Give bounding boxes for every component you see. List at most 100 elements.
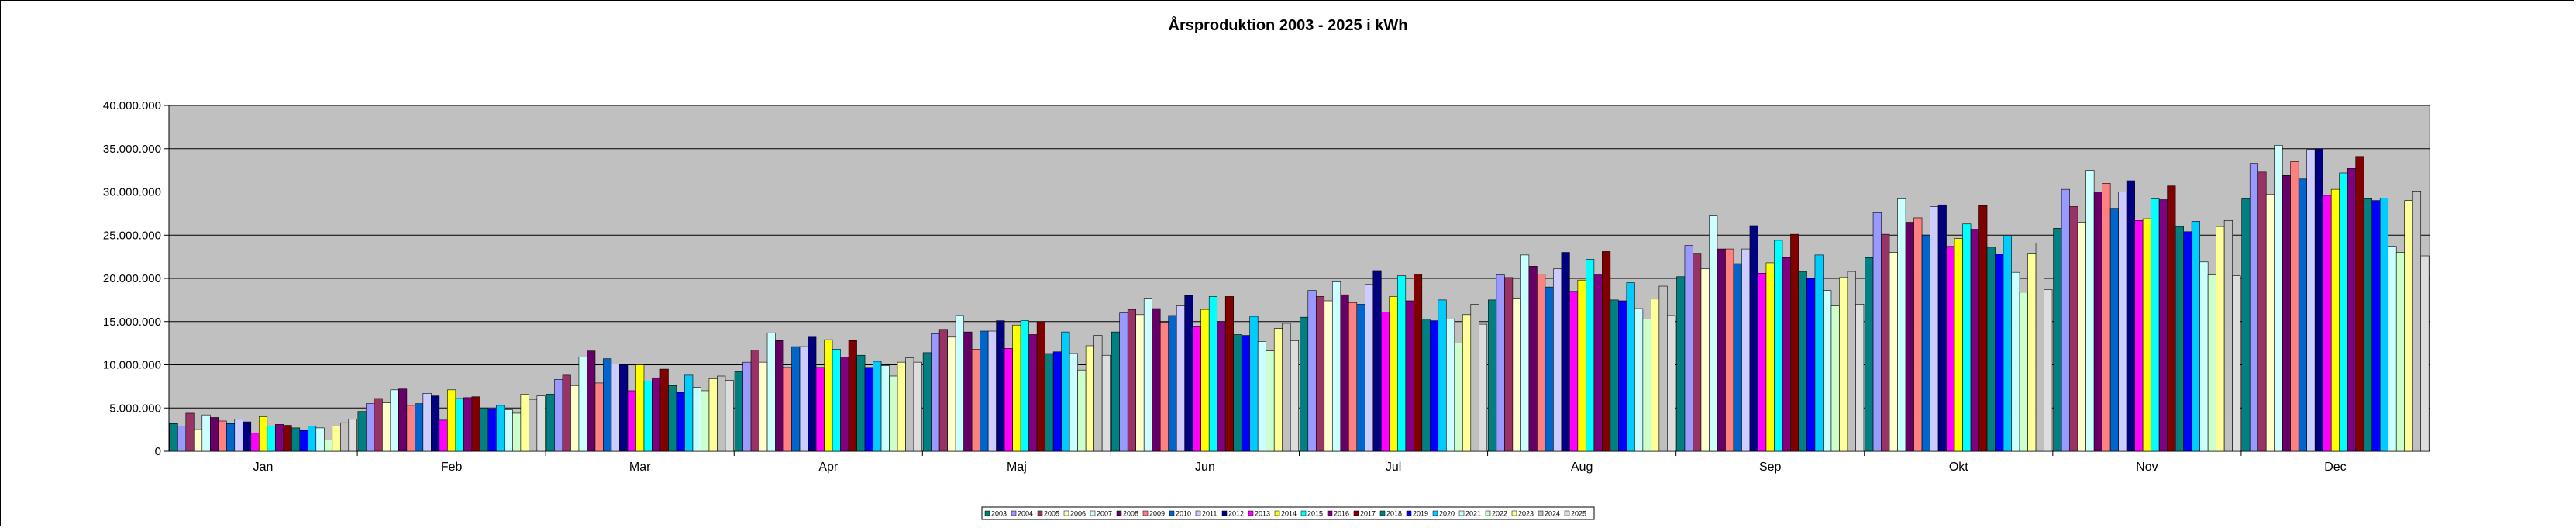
bar: [1930, 206, 1939, 452]
legend-swatch: [1195, 510, 1201, 516]
bar: [759, 361, 768, 452]
bar: [1830, 305, 1840, 452]
bar: [348, 419, 357, 452]
bar: [1634, 308, 1644, 452]
bar: [2314, 148, 2324, 452]
bar: [987, 330, 997, 452]
y-tick-label: 35.000.000: [103, 143, 161, 156]
legend-swatch: [1063, 510, 1069, 516]
bar: [1192, 326, 1202, 452]
bar: [2134, 219, 2144, 452]
bar: [2274, 144, 2283, 452]
legend-swatch: [1485, 510, 1491, 516]
bar: [2232, 275, 2241, 452]
bar: [2207, 274, 2216, 452]
bar: [1667, 315, 1676, 452]
bar: [2371, 200, 2381, 452]
bar: [1413, 274, 1423, 452]
bar: [1331, 281, 1341, 452]
bar: [1266, 350, 1275, 452]
bar: [1693, 253, 1702, 452]
bar: [390, 389, 399, 452]
bar: [1865, 257, 1874, 452]
bar: [1889, 252, 1898, 452]
bar: [1512, 298, 1521, 452]
bar: [1855, 304, 1865, 452]
bar: [2363, 198, 2373, 452]
bar: [1504, 277, 1514, 452]
legend-label: 2017: [1360, 510, 1376, 518]
bar: [1085, 345, 1094, 452]
bar: [2167, 185, 2176, 452]
bar: [1389, 296, 1398, 452]
bar: [889, 375, 898, 452]
bar: [1340, 294, 1349, 452]
bar: [799, 346, 808, 452]
bar: [2011, 271, 2020, 452]
legend-label: 2020: [1439, 510, 1455, 518]
bar: [2035, 242, 2044, 452]
bar: [2412, 191, 2422, 452]
bar: [2077, 222, 2086, 452]
legend-swatch: [1379, 510, 1386, 516]
bar: [299, 430, 308, 452]
y-tick-label: 30.000.000: [103, 186, 161, 199]
bar: [2061, 188, 2070, 452]
bar: [431, 395, 440, 452]
legend-swatch: [1142, 510, 1149, 516]
bar: [971, 349, 980, 452]
bar: [734, 371, 743, 452]
y-tick-label: 25.000.000: [103, 229, 161, 242]
bar: [218, 420, 227, 452]
bar: [1995, 254, 2004, 452]
bar: [2323, 195, 2332, 452]
bar: [1765, 262, 1775, 452]
bar: [627, 390, 636, 452]
bar: [864, 367, 873, 452]
bar: [1905, 222, 1914, 452]
bar: [1561, 252, 1570, 452]
bar: [339, 422, 350, 452]
legend-swatch: [1406, 510, 1412, 516]
legend-swatch: [1538, 510, 1544, 516]
bar: [2126, 180, 2135, 452]
bar: [323, 440, 333, 452]
bar: [1111, 331, 1121, 452]
bar: [2306, 149, 2316, 452]
legend-label: 2023: [1518, 510, 1534, 518]
bar: [2118, 192, 2127, 452]
bar: [1921, 234, 1930, 452]
bar: [808, 336, 817, 452]
bar: [382, 402, 391, 452]
bar: [1954, 238, 1963, 452]
bar: [1028, 334, 1038, 452]
legend-swatch: [1116, 510, 1122, 516]
x-tick-label: Sep: [1759, 461, 1782, 474]
bar: [2339, 172, 2348, 452]
bar: [1642, 319, 1651, 452]
bar: [1593, 274, 1603, 452]
legend-swatch: [1353, 510, 1359, 516]
bar: [1168, 315, 1177, 452]
bar: [1454, 343, 1463, 452]
bar: [684, 374, 694, 452]
bar: [2216, 226, 2225, 452]
bar: [1937, 204, 1947, 452]
bar: [2298, 178, 2308, 452]
bar: [815, 367, 825, 452]
bar: [1036, 321, 1045, 452]
legend-swatch: [1511, 510, 1517, 516]
bar: [587, 350, 596, 452]
legend-label: 2025: [1571, 510, 1586, 518]
bar: [2257, 171, 2267, 452]
bar: [529, 399, 538, 452]
bar: [258, 416, 268, 452]
bar: [2175, 226, 2184, 452]
bar: [652, 377, 661, 452]
bar: [1881, 233, 1890, 452]
bar: [2420, 255, 2430, 452]
bar: [832, 349, 841, 452]
bar: [963, 331, 973, 452]
bar: [1421, 319, 1431, 452]
